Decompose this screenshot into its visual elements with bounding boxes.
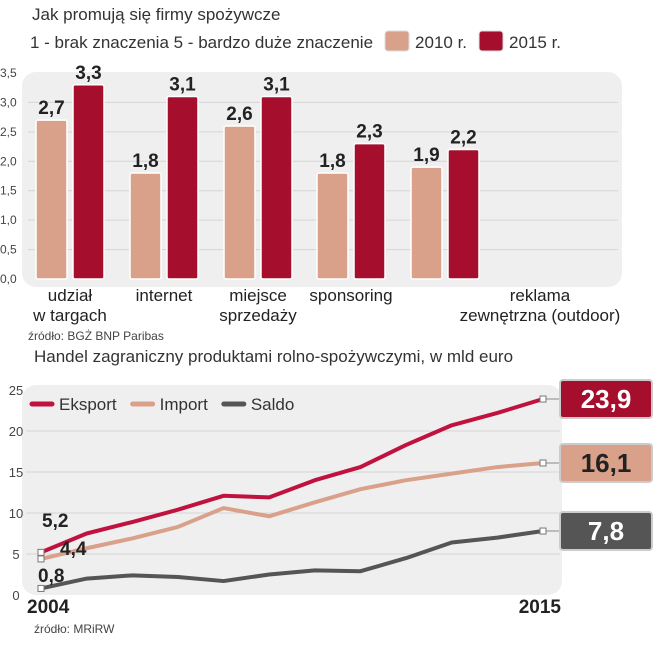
bar-2015r [353,142,386,280]
series-line-saldo [40,529,544,591]
line-chart-source: źródło: MRiRW [34,622,115,636]
bar-2010r [35,119,68,280]
end-marker [539,527,547,535]
end-value-box [559,442,653,483]
bar-2015r [72,84,105,280]
end-value-box [559,511,653,552]
y-tick-label: 1,5 [0,184,17,198]
bar-2015r [166,95,199,280]
category-label: sponsoring [309,286,392,305]
end-marker [539,395,547,403]
bar-2010r [223,125,256,280]
x-tick-label: 2015 [519,597,562,618]
category-label: miejsce [229,286,287,305]
end-value-label: 7,8 [588,516,624,546]
legend-label: Import [160,395,208,414]
y-tick-label: 1,0 [0,213,17,227]
data-label: 3,1 [169,75,196,96]
end-value-box [559,379,653,420]
data-label: 1,8 [319,151,345,172]
start-value-label: 0,8 [38,566,64,587]
category-label: udział [48,286,93,305]
y-tick-label: 5 [12,547,19,562]
start-value-label: 4,4 [60,539,87,560]
y-tick-label: 3,5 [0,66,17,80]
bar-chart-source: źródło: BGŻ BNP Paribas [28,329,164,343]
bar-2010r [316,172,349,280]
line-chart-title: Handel zagraniczny produktami rolno-spoż… [34,347,513,366]
legend-label: Eksport [59,395,117,414]
legend-label: Saldo [251,395,294,414]
y-tick-label: 0,0 [0,272,17,286]
end-value-label: 16,1 [581,448,632,478]
start-marker [37,555,45,563]
bar-2010r [410,166,443,280]
end-marker [539,459,547,467]
y-tick-label: 0,5 [0,243,17,257]
bar-2015r [447,148,480,280]
start-value-label: 5,2 [42,511,68,532]
legend-swatch [384,30,410,52]
start-marker [37,548,45,556]
category-label: sprzedaży [219,306,297,325]
series-line-import [40,460,544,561]
legend-label: 2015 r. [509,33,561,52]
data-label: 3,1 [263,75,290,96]
category-label: w targach [32,306,107,325]
data-label: 2,6 [226,104,252,125]
y-tick-label: 20 [9,424,23,439]
y-tick-label: 10 [9,506,23,521]
y-tick-label: 2,0 [0,154,17,168]
y-tick-label: 3,0 [0,95,17,109]
category-label: reklama [510,286,571,305]
data-label: 3,3 [75,63,101,84]
data-label: 1,9 [413,145,439,166]
y-tick-label: 15 [9,465,23,480]
bar-legend: 2010 r. 2015 r. [384,30,561,52]
legend-swatch [478,30,504,52]
data-label: 1,8 [132,151,158,172]
y-tick-label: 2,5 [0,125,17,139]
category-label: zewnętrzna (outdoor) [460,306,621,325]
legend-label: 2010 r. [415,33,467,52]
bar-chart-subtitle: 1 - brak znaczenia 5 - bardzo duże znacz… [30,33,373,52]
series-line-eksport [40,397,544,555]
category-label: internet [136,286,193,305]
start-marker [37,584,45,592]
y-tick-label: 25 [9,383,23,398]
end-value-label: 23,9 [581,384,632,414]
data-label: 2,2 [450,128,476,149]
bar-2010r [129,172,162,280]
data-label: 2,7 [38,98,64,119]
y-tick-label: 0 [12,588,19,603]
data-label: 2,3 [356,122,382,143]
bar-2015r [260,95,293,280]
line-chart: 0 5 10 15 20 25 2004 2015 23,9 5,2 Eksport 16,1 4,4 I… [9,379,653,618]
bar-chart-title: Jak promują się firmy spożywcze [32,5,280,24]
x-tick-label: 2004 [27,597,70,618]
